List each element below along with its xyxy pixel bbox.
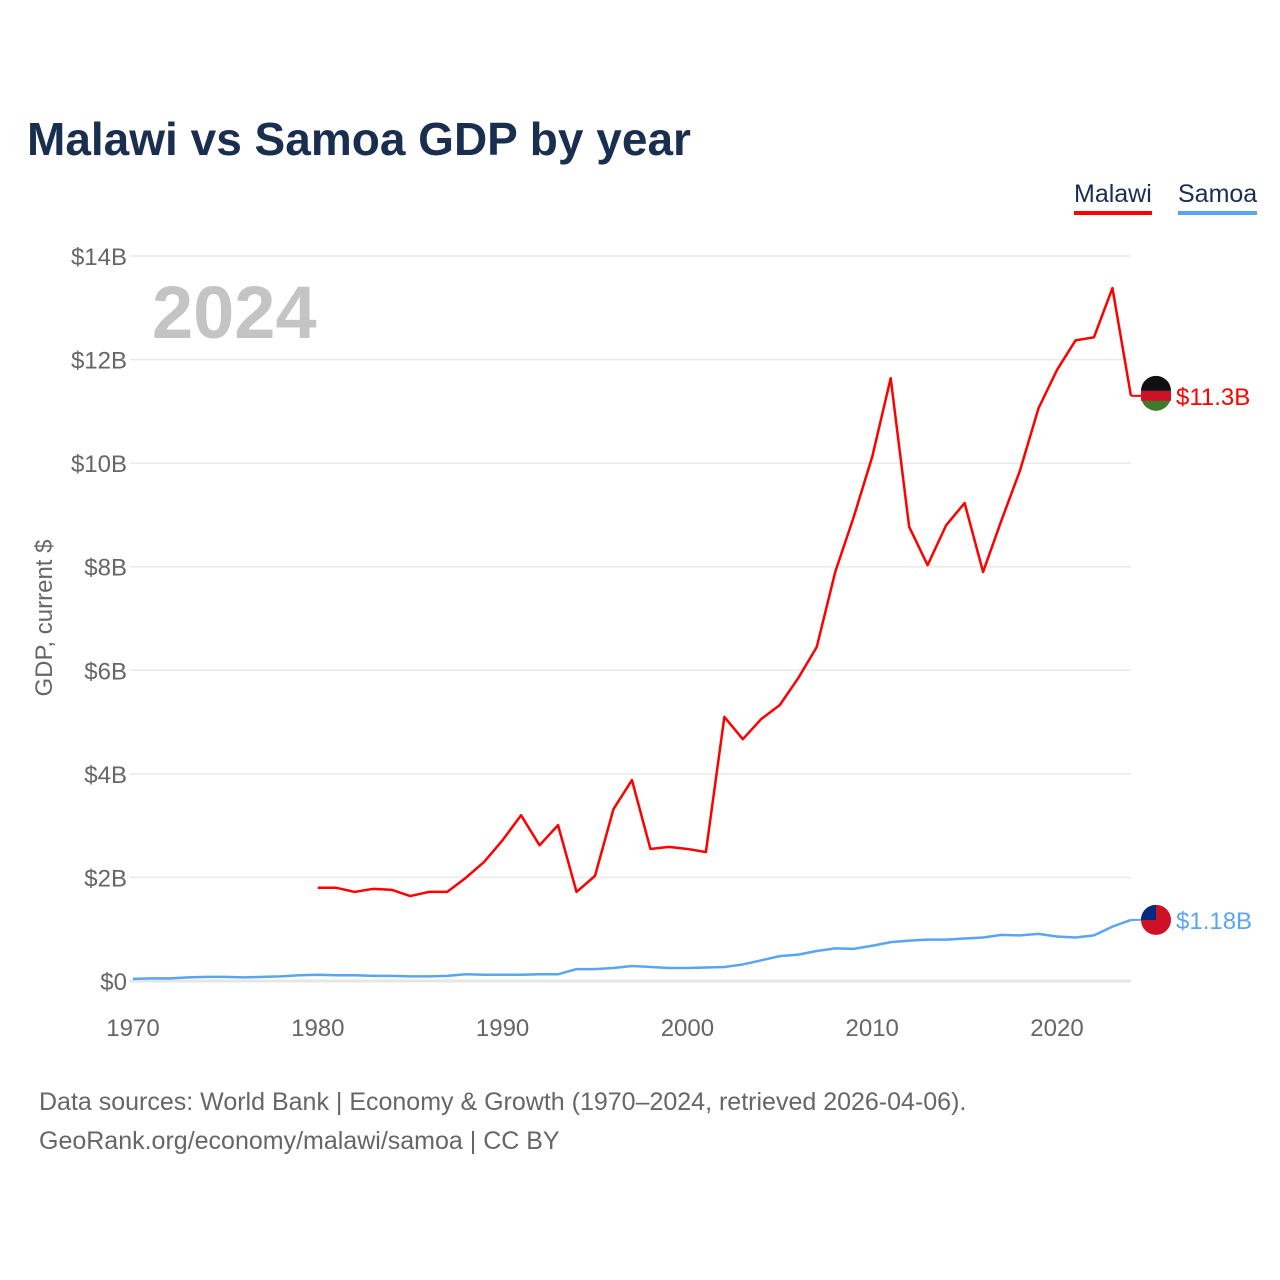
series-line-samoa: [132, 918, 1132, 981]
y-axis-label: GDP, current $: [31, 540, 58, 697]
y-tick-label: $10B: [71, 451, 127, 478]
x-tick-label: 1980: [291, 1015, 344, 1042]
y-tick-label: $12B: [71, 348, 127, 375]
end-value-label-malawi: $11.3B: [1176, 384, 1250, 411]
x-tick-label: 2000: [661, 1015, 714, 1042]
source-link[interactable]: GeoRank.org/economy/malawi/samoa | CC BY: [39, 1127, 560, 1155]
series-line-malawi: [317, 286, 1133, 898]
y-tick-label: $0: [100, 969, 127, 996]
x-tick-label: 1990: [476, 1015, 529, 1042]
malawi-flag-icon-red: [1141, 390, 1171, 401]
y-tick-label: $14B: [71, 244, 127, 271]
x-tick-label: 2010: [846, 1015, 899, 1042]
y-tick-label: $8B: [84, 555, 127, 582]
y-tick-label: $6B: [84, 658, 127, 685]
chart-title: Malawi vs Samoa GDP by year: [27, 113, 691, 165]
y-tick-label: $2B: [84, 865, 127, 892]
source-text: Data sources: World Bank | Economy & Gro…: [39, 1088, 967, 1116]
x-tick-label: 2020: [1030, 1015, 1083, 1042]
legend-malawi[interactable]: Malawi: [1074, 180, 1152, 215]
end-value-label-samoa: $1.18B: [1176, 908, 1252, 935]
year-watermark: 2024: [152, 271, 317, 354]
footer: Data sources: World Bank | Economy & Gro…: [39, 1083, 966, 1161]
samoa-flag-icon-canton: [1141, 904, 1156, 920]
x-tick-label: 1970: [106, 1015, 159, 1042]
legend-samoa[interactable]: Samoa: [1178, 180, 1258, 215]
y-tick-label: $4B: [84, 762, 127, 789]
malawi-flag-icon-black: [1141, 375, 1171, 391]
